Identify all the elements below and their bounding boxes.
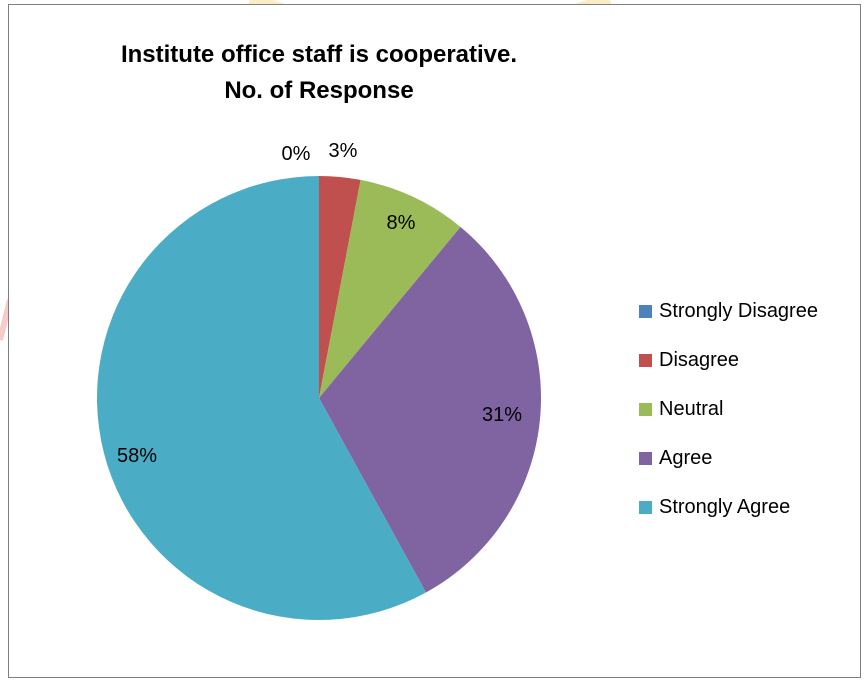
pie-slice-strongly-agree: [97, 176, 426, 620]
pie-slice-neutral: [319, 179, 461, 398]
chart-area: Institute office staff is cooperative. N…: [8, 4, 861, 678]
pie-slice-agree: [319, 226, 541, 593]
legend-swatch: [639, 501, 652, 514]
chart-title-block: Institute office staff is cooperative. N…: [9, 37, 629, 109]
chart-title: Institute office staff is cooperative.: [120, 41, 518, 68]
legend-label: Disagree: [659, 349, 740, 371]
legend-swatch: [639, 403, 652, 416]
legend-label: Neutral: [659, 398, 724, 420]
data-label-neutral: 8%: [387, 212, 416, 234]
legend-item-strongly-disagree: Strongly Disagree: [639, 287, 818, 336]
legend-label: Agree: [659, 447, 713, 469]
data-label-disagree: 3%: [329, 140, 358, 162]
legend-swatch: [639, 452, 652, 465]
legend-item-agree: Agree: [639, 434, 818, 483]
legend-item-neutral: Neutral: [639, 385, 818, 434]
legend-label: Strongly Agree: [659, 496, 791, 518]
data-label-strongly-agree: 58%: [117, 445, 157, 467]
legend-item-strongly-agree: Strongly Agree: [639, 483, 818, 532]
legend-label: Strongly Disagree: [659, 300, 818, 322]
chart-subtitle: No. of Response: [224, 77, 414, 104]
data-label-agree: 31%: [482, 404, 522, 426]
legend-swatch: [639, 305, 652, 318]
legend-swatch: [639, 354, 652, 367]
pie-slice-disagree: [319, 176, 361, 398]
chart-legend: Strongly Disagree Disagree Neutral Agree Str…: [639, 287, 818, 532]
data-label-strongly-disagree: 0%: [282, 143, 311, 165]
legend-item-disagree: Disagree: [639, 336, 818, 385]
pie-chart: 0% 3% 8% 31% 58%: [97, 140, 541, 620]
